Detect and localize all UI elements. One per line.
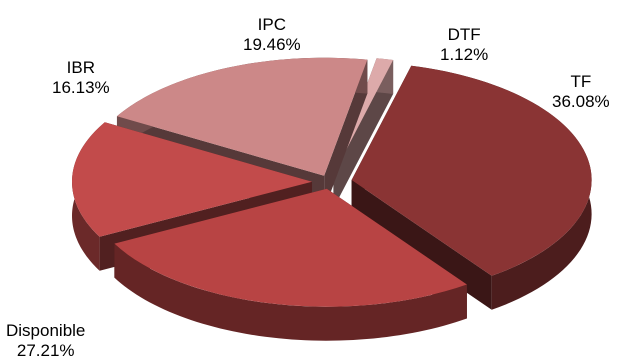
label-disponible-value: 27.21% (16, 341, 75, 360)
slice-rim-disponible (114, 243, 467, 341)
slice-wall-dtf-1 (333, 60, 394, 209)
label-ipc: IPC 19.46% (243, 15, 301, 55)
slice-top-tf (351, 65, 592, 276)
label-disponible-name: Disponible (6, 321, 86, 340)
slice-top-dtf (333, 58, 394, 175)
slice-top-ibr (72, 122, 313, 237)
label-tf-name: TF (570, 72, 592, 91)
label-tf-value: 36.08% (552, 92, 610, 111)
label-dtf: DTF 1.12% (440, 25, 488, 65)
label-ibr: IBR 16.13% (52, 58, 110, 98)
label-tf: TF 36.08% (552, 72, 610, 112)
label-disponible: Disponible 27.21% (6, 321, 85, 361)
slice-wall-ipc-1 (324, 59, 368, 210)
slice-top-ipc (116, 57, 368, 176)
label-ibr-value: 16.13% (52, 78, 110, 97)
label-ibr-name: IBR (66, 58, 95, 77)
slice-disponible (114, 188, 467, 341)
label-ipc-value: 19.46% (243, 35, 301, 54)
label-ipc-name: IPC (257, 15, 286, 34)
slice-wall-tf-1 (351, 179, 492, 310)
slice-top-disponible (114, 188, 467, 307)
slice-tf (351, 65, 592, 310)
label-dtf-value: 1.12% (440, 45, 489, 64)
label-dtf-name: DTF (447, 25, 481, 44)
